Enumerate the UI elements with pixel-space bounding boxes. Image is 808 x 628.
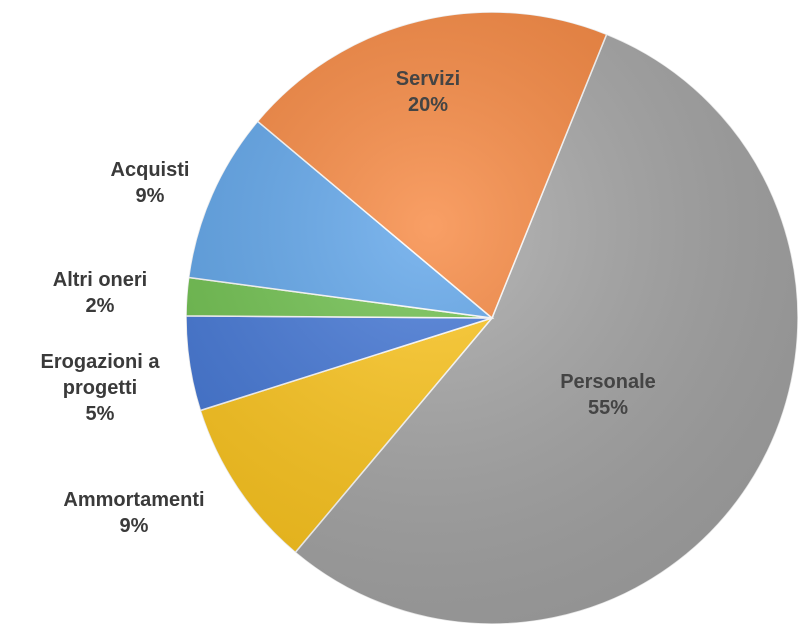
slice-label: Altri oneri 2% (20, 267, 180, 319)
value-label: 2% (85, 295, 115, 317)
slice-label: Servizi 20% (348, 66, 508, 118)
value-label: 20% (407, 94, 449, 116)
value-label: 5% (85, 403, 115, 425)
value-label: 55% (587, 397, 629, 419)
value-label: 9% (135, 185, 165, 207)
category-label: Altri oneri (52, 269, 148, 291)
value-label: 9% (119, 515, 149, 537)
category-label: Personale (560, 371, 656, 393)
slice-label: Acquisti 9% (80, 157, 220, 209)
slice-label: Erogazioni a progetti 5% (15, 349, 185, 427)
slice-label: Personale 55% (528, 369, 688, 421)
category-label: Acquisti (110, 159, 190, 181)
category-label: Ammortamenti (63, 489, 205, 511)
category-label: Erogazioni a progetti (40, 351, 160, 399)
slice-label: Ammortamenti 9% (34, 487, 234, 539)
category-label: Servizi (395, 68, 461, 90)
